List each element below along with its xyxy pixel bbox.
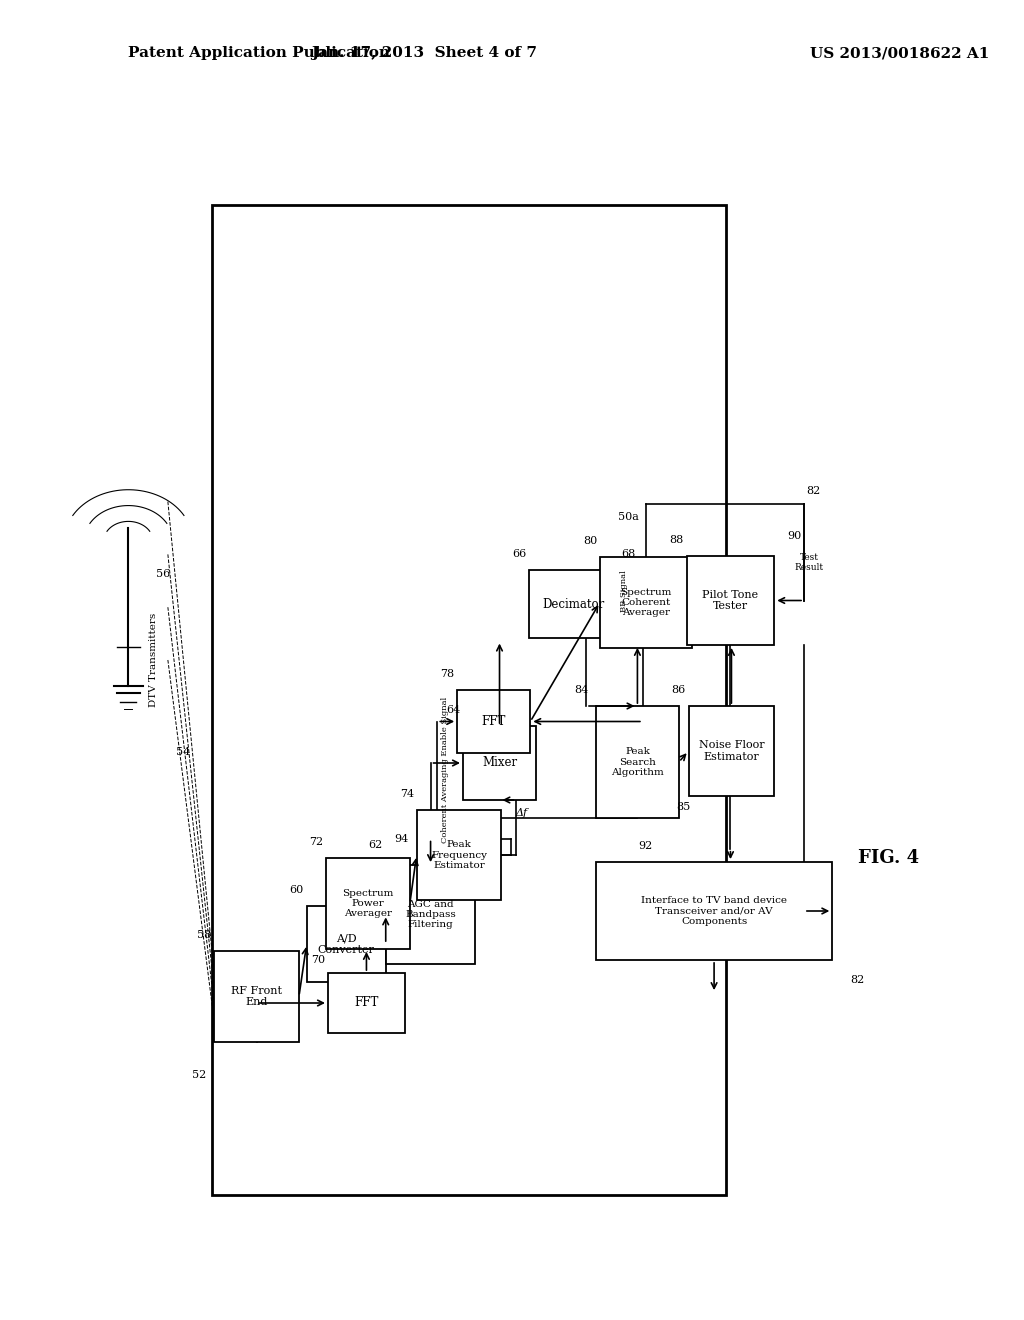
Text: A/D
Converter: A/D Converter (317, 933, 375, 954)
FancyBboxPatch shape (596, 862, 833, 960)
Text: 78: 78 (440, 669, 455, 680)
Text: Coherent Averaging Enable Signal: Coherent Averaging Enable Signal (441, 697, 450, 843)
Text: 92: 92 (638, 841, 652, 851)
Text: 94: 94 (394, 834, 409, 843)
Text: 90: 90 (787, 531, 801, 541)
FancyBboxPatch shape (386, 865, 475, 964)
Text: 50a: 50a (617, 512, 638, 523)
Text: 86: 86 (672, 685, 686, 696)
Text: 62: 62 (369, 841, 383, 850)
FancyBboxPatch shape (529, 570, 618, 638)
Text: Mixer: Mixer (482, 756, 517, 770)
Text: Test
Result: Test Result (795, 553, 823, 573)
Text: 68: 68 (621, 549, 635, 560)
FancyBboxPatch shape (600, 557, 692, 648)
Text: 82: 82 (850, 974, 864, 985)
Text: 56: 56 (156, 569, 170, 579)
Text: FIG. 4: FIG. 4 (858, 849, 920, 867)
Text: Pilot Tone
Tester: Pilot Tone Tester (702, 590, 759, 611)
FancyBboxPatch shape (596, 706, 679, 818)
Text: 54: 54 (175, 747, 189, 758)
FancyBboxPatch shape (457, 690, 530, 752)
Text: 60: 60 (290, 886, 304, 895)
FancyBboxPatch shape (214, 950, 299, 1041)
Text: 80: 80 (583, 536, 597, 546)
Text: RF Front
End: RF Front End (231, 986, 282, 1007)
Text: Δf: Δf (515, 808, 527, 818)
Text: Spectrum
Coherent
Averager: Spectrum Coherent Averager (621, 587, 672, 618)
Text: 58: 58 (197, 931, 211, 940)
Text: BB Signal: BB Signal (621, 570, 628, 611)
Text: Jan. 17, 2013  Sheet 4 of 7: Jan. 17, 2013 Sheet 4 of 7 (311, 46, 538, 61)
Text: Peak
Search
Algorithm: Peak Search Algorithm (611, 747, 664, 777)
FancyBboxPatch shape (463, 726, 537, 800)
Text: 88: 88 (670, 535, 684, 545)
Text: Peak
Frequency
Estimator: Peak Frequency Estimator (431, 840, 487, 870)
Text: 85: 85 (677, 801, 691, 812)
Text: 84: 84 (574, 685, 588, 696)
Text: Interface to TV band device
Transceiver and/or AV
Components: Interface to TV band device Transceiver … (641, 896, 787, 925)
FancyBboxPatch shape (328, 973, 406, 1034)
Text: 72: 72 (309, 837, 324, 847)
Text: FFT: FFT (481, 715, 506, 729)
Text: AGC and
Bandpass
Filtering: AGC and Bandpass Filtering (406, 900, 456, 929)
FancyBboxPatch shape (687, 556, 774, 645)
Text: 64: 64 (445, 705, 460, 715)
FancyBboxPatch shape (306, 906, 386, 982)
Text: FFT: FFT (354, 997, 379, 1010)
Text: Decimator: Decimator (543, 598, 605, 611)
Text: 82: 82 (807, 486, 821, 496)
FancyBboxPatch shape (688, 706, 774, 796)
Text: 74: 74 (399, 789, 414, 799)
Text: Patent Application Publication: Patent Application Publication (128, 46, 390, 61)
Text: 52: 52 (193, 1071, 207, 1080)
Text: US 2013/0018622 A1: US 2013/0018622 A1 (810, 46, 989, 61)
Text: 70: 70 (311, 954, 325, 965)
Text: DTV Transmitters: DTV Transmitters (148, 612, 158, 708)
Text: Noise Floor
Estimator: Noise Floor Estimator (698, 741, 764, 762)
Text: 66: 66 (512, 549, 526, 560)
FancyBboxPatch shape (326, 858, 410, 949)
Text: Spectrum
Power
Averager: Spectrum Power Averager (342, 888, 393, 919)
FancyBboxPatch shape (417, 810, 502, 900)
